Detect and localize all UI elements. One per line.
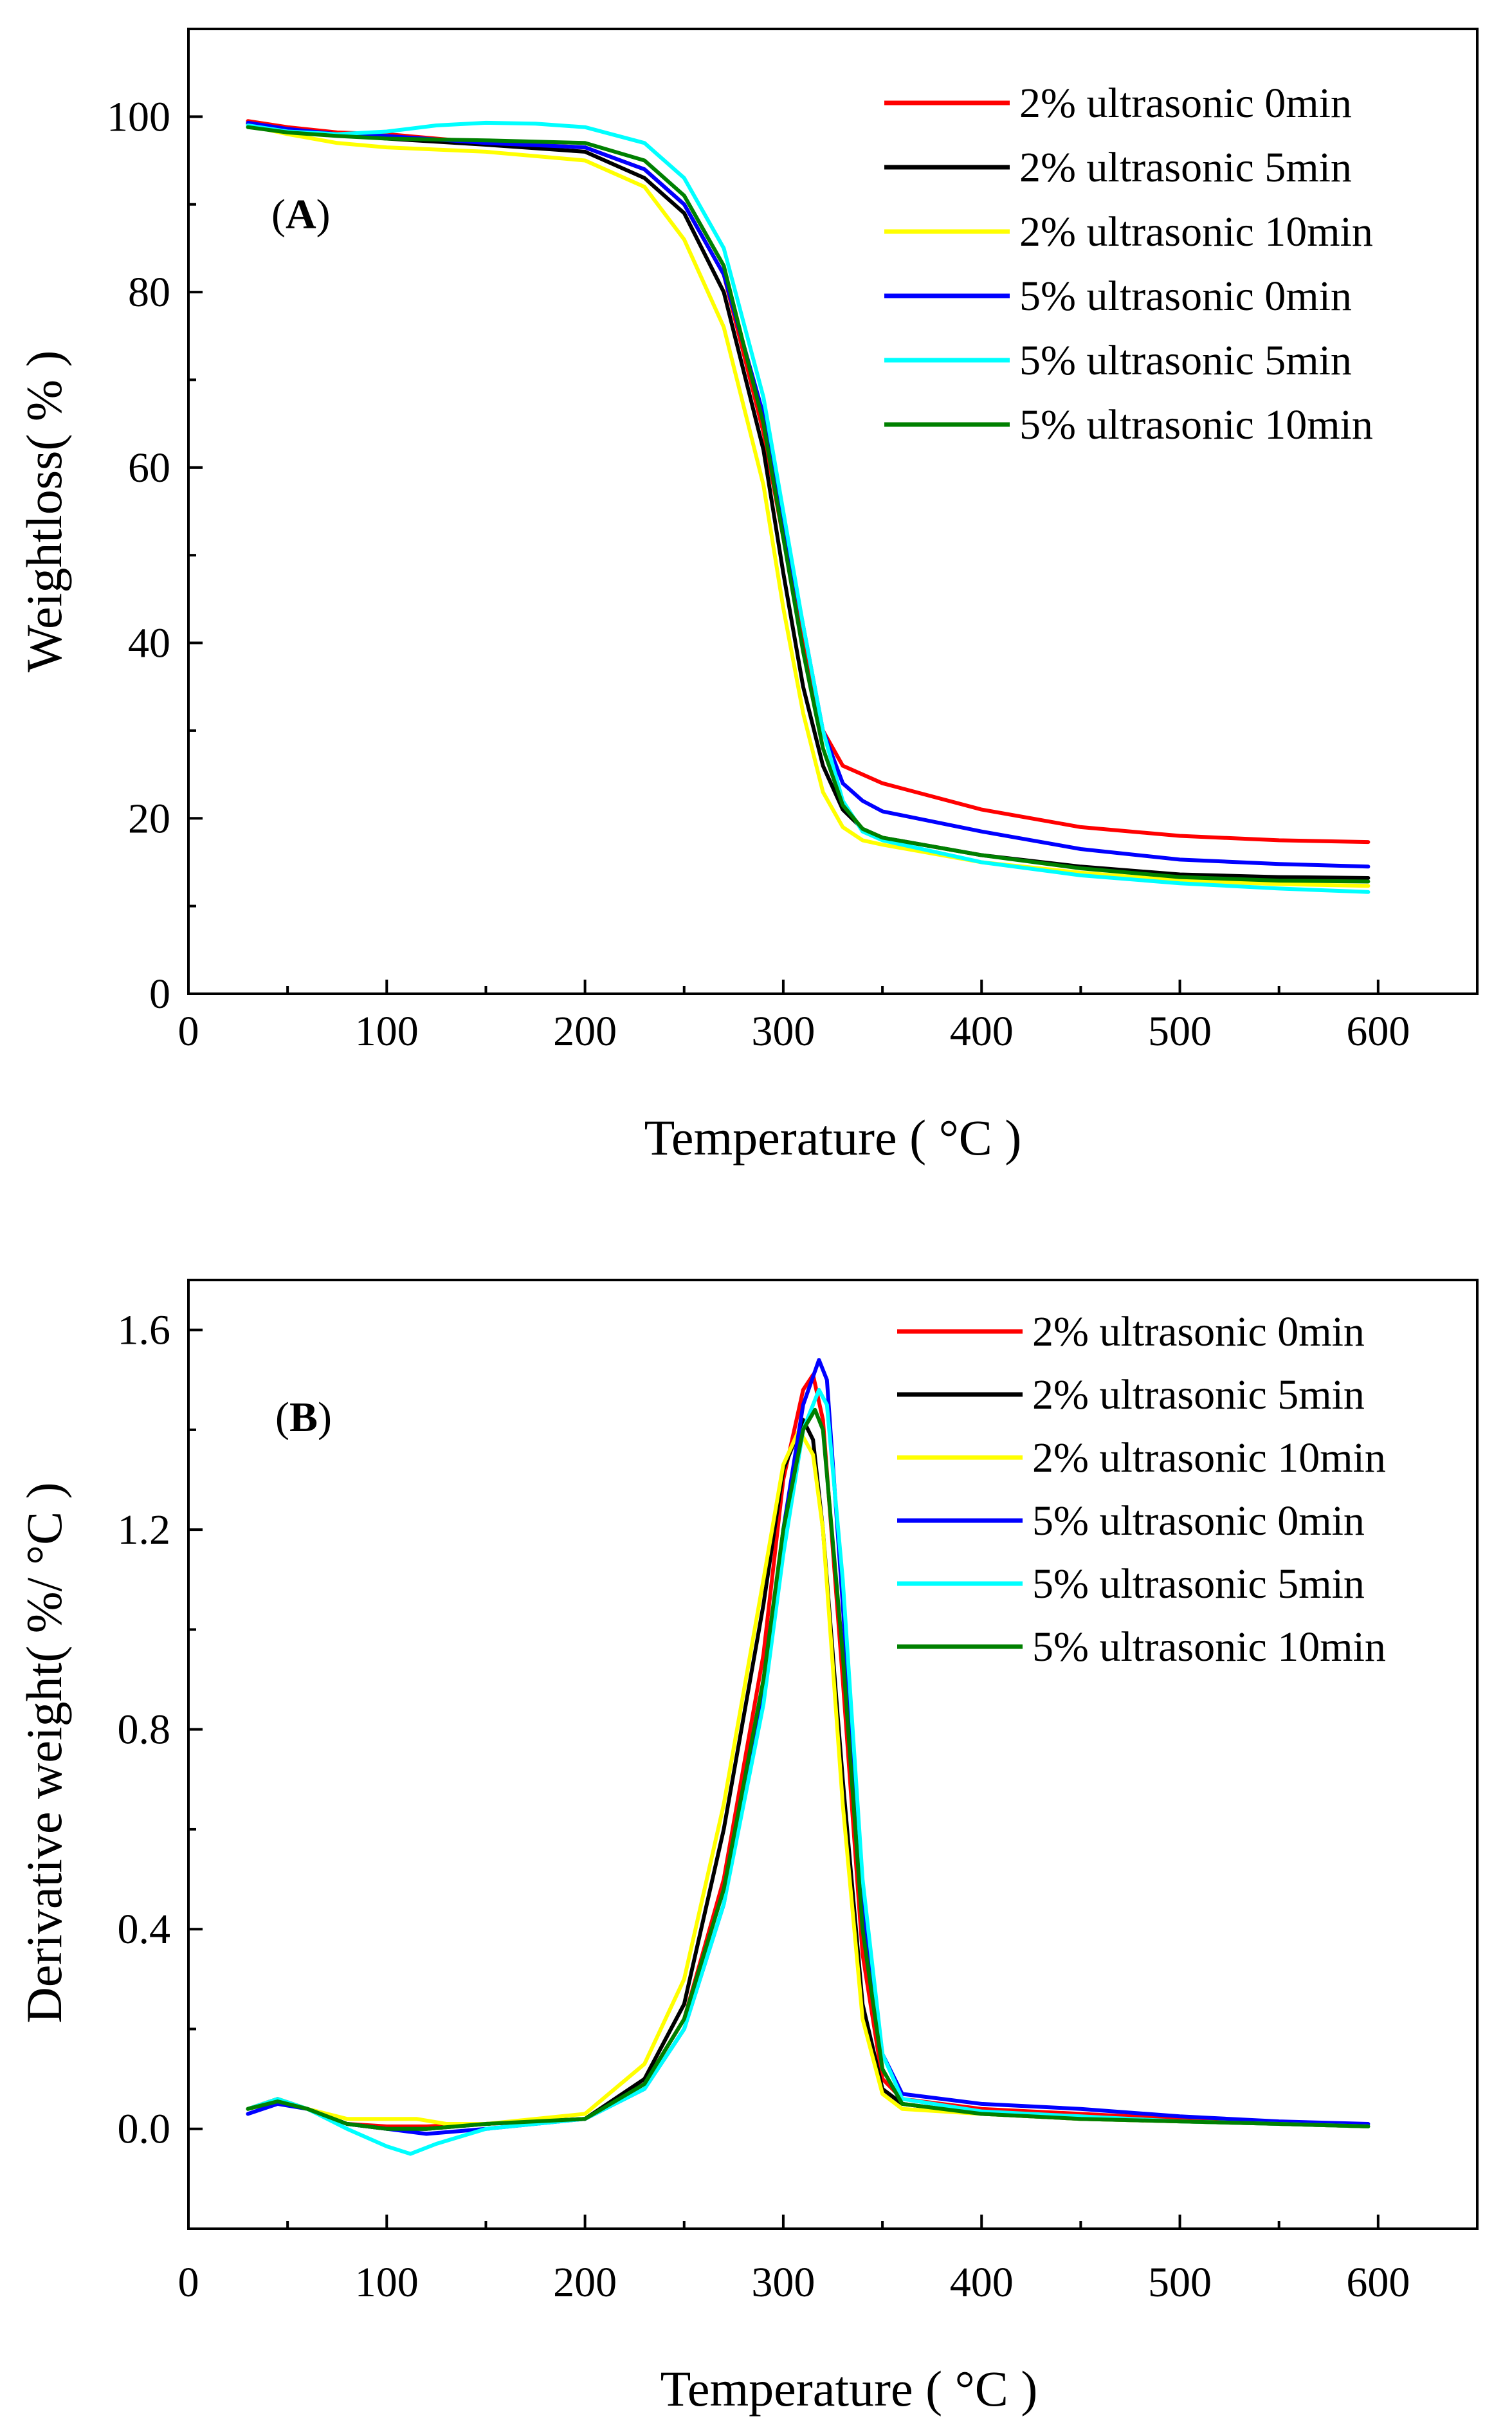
legend-label: 2% ultrasonic 5min [1019,144,1352,191]
x-tick-label: 400 [950,2259,1014,2306]
series-line [246,120,1371,894]
panel-b-x-axis-label: Temperature ( °C ) [660,2361,1038,2417]
panel-a-label: (A) [271,191,331,238]
panel-a-chart: 0 100 200 300 400 500 600 0 20 40 60 80 100 (A) 2% … [16,28,1479,1166]
x-tick-label: 200 [553,1008,617,1055]
panel-a-x-axis-label: Temperature ( °C ) [644,1110,1022,1166]
x-tick-label: 100 [355,1008,419,1055]
x-tick-label: 300 [751,1008,815,1055]
x-tick-label: 500 [1148,2259,1212,2306]
panel-b-legend: 2% ultrasonic 0min 2% ultrasonic 5min 2% u… [897,1308,1386,1670]
panel-a-y-axis-label: Weightloss( % ) [16,351,72,673]
legend-label: 2% ultrasonic 5min [1032,1371,1365,1418]
panel-a-x-ticks: 0 100 200 300 400 500 600 [178,980,1410,1055]
panel-a-series [246,119,1371,894]
legend-label: 5% ultrasonic 10min [1019,401,1373,448]
legend-label: 5% ultrasonic 0min [1032,1497,1365,1544]
series-line [246,125,1371,884]
panel-b-label: (B) [275,1394,332,1441]
y-tick-label: 60 [128,444,170,491]
panel-b-series [246,1358,1371,2156]
series-line [246,1407,1371,2131]
legend-label: 2% ultrasonic 10min [1019,208,1373,255]
y-tick-label: 0 [149,971,170,1018]
panel-b-x-ticks: 0 100 200 300 400 500 600 [178,2215,1410,2306]
y-tick-label: 80 [128,269,170,316]
panel-b-plot-frame [187,1279,1479,2230]
y-tick-label: 40 [128,620,170,667]
panel-a-plot-frame [187,28,1479,995]
x-tick-label: 300 [751,2259,815,2306]
panel-a-y-ticks: 0 20 40 60 80 100 [107,93,203,1018]
series-line [246,1373,1371,2128]
y-tick-label: 100 [107,93,170,140]
panel-b-chart: 0 100 200 300 400 500 600 0.00.40.81.21.6 (B) … [16,1279,1479,2417]
y-tick-label: 0.4 [118,1906,171,1953]
y-tick-label: 20 [128,795,170,842]
x-tick-label: 500 [1148,1008,1212,1055]
x-tick-label: 400 [950,1008,1014,1055]
legend-label: 2% ultrasonic 10min [1032,1434,1386,1481]
legend-label: 5% ultrasonic 10min [1032,1623,1386,1670]
panel-a-legend: 2% ultrasonic 0min 2% ultrasonic 5min 2% u… [884,80,1373,448]
y-tick-label: 1.2 [118,1506,171,1553]
legend-label: 5% ultrasonic 5min [1032,1560,1365,1607]
panel-b-y-ticks: 0.0 0.4 0.8 1.2 1.6 [118,1307,203,2153]
x-tick-label: 0 [178,1008,199,1055]
legend-label: 2% ultrasonic 0min [1019,80,1352,127]
legend-label: 5% ultrasonic 0min [1019,273,1352,320]
x-tick-label: 100 [355,2259,419,2306]
panel-b-y-axis-label: Derivative weight( %/ °C ) [16,1482,72,2023]
y-tick-label: 1.6 [118,1307,171,1354]
x-tick-label: 0 [178,2259,199,2306]
legend-label: 5% ultrasonic 5min [1019,337,1352,384]
series-line [246,1387,1371,2156]
x-tick-label: 600 [1346,2259,1410,2306]
y-tick-label: 0.8 [118,1706,171,1753]
x-tick-label: 200 [553,2259,617,2306]
x-tick-label: 600 [1346,1008,1410,1055]
y-tick-label: 0.0 [118,2106,171,2153]
legend-label: 2% ultrasonic 0min [1032,1308,1365,1355]
